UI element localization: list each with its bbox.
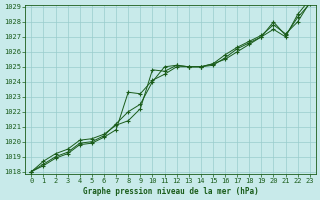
X-axis label: Graphe pression niveau de la mer (hPa): Graphe pression niveau de la mer (hPa) [83, 187, 259, 196]
